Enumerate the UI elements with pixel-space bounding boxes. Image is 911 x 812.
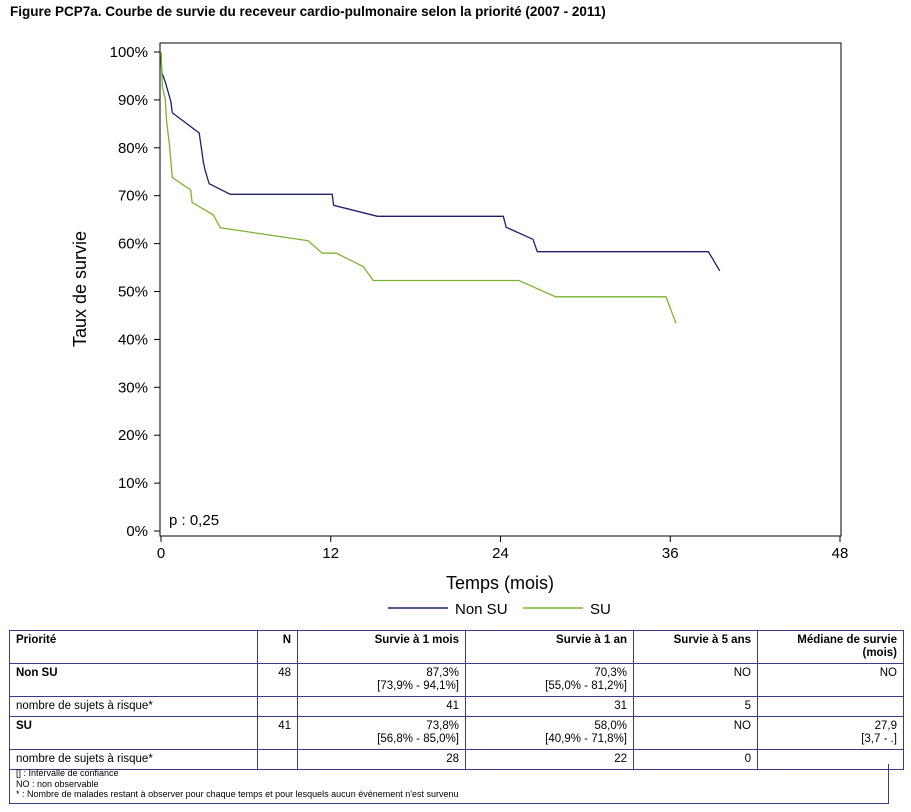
survival-1-year: 70,3% [55,0% - 81,2%]	[465, 663, 634, 697]
risk-5-years: 5	[633, 696, 758, 717]
survival-1-month: 87,3% [73,9% - 94,1%]	[297, 663, 466, 697]
group-name: Non SU	[9, 663, 258, 697]
y-tick-label: 20%	[118, 427, 148, 444]
footnote-ci: [] : Intervalle de confiance	[16, 768, 119, 778]
table-row: SU 41 73,8% [56,8% - 85,0%] 58,0% [40,9% - 71…	[9, 716, 904, 750]
y-tick-label: 0%	[126, 523, 148, 540]
series-line-su	[160, 51, 677, 324]
survival-chart: 0% 10% 20% 30% 40% 50% 60% 70% 80% 90% 100% 0 12 24 3…	[70, 42, 849, 618]
y-tick-label: 80%	[118, 140, 148, 157]
x-axis: 0 12 24 36 48	[157, 536, 849, 562]
legend: Non SU SU	[388, 601, 611, 618]
y-tick-label: 30%	[118, 379, 148, 396]
survival-1-month: 73,8% [56,8% - 85,0%]	[297, 716, 466, 750]
risk-1-year: 31	[465, 696, 634, 717]
survival-table: Priorité N Survie à 1 mois Survie à 1 an…	[9, 630, 904, 770]
table-row: nombre de sujets à risque* 28 22 0	[9, 749, 904, 770]
header-survie-1-mois: Survie à 1 mois	[297, 630, 466, 664]
y-tick-label: 90%	[118, 92, 148, 109]
x-tick-label: 0	[157, 545, 165, 562]
x-tick-label: 12	[322, 545, 339, 562]
y-tick-label: 70%	[118, 188, 148, 205]
group-name: SU	[9, 716, 258, 750]
header-mediane: Médiane de survie (mois)	[757, 630, 904, 664]
table-body: Non SU 48 87,3% [73,9% - 94,1%] 70,3% [55,0% …	[9, 663, 904, 770]
y-axis-title: Taux de survie	[70, 231, 90, 347]
x-tick-label: 24	[492, 545, 509, 562]
x-tick-label: 36	[662, 545, 679, 562]
series-layer	[160, 51, 721, 324]
risk-empty	[257, 696, 298, 717]
group-n: 41	[257, 716, 298, 750]
median-survival: 27,9 [3,7 - .]	[757, 716, 904, 750]
risk-1-month: 28	[297, 749, 466, 770]
y-tick-label: 100%	[110, 44, 148, 61]
risk-empty	[757, 749, 904, 770]
table-row: nombre de sujets à risque* 41 31 5	[9, 696, 904, 717]
series-line-non-su	[160, 51, 721, 272]
y-tick-label: 50%	[118, 284, 148, 301]
survival-5-years: NO	[633, 663, 758, 697]
x-axis-title: Temps (mois)	[446, 573, 554, 593]
legend-label: Non SU	[455, 601, 508, 618]
x-tick-label: 48	[832, 545, 849, 562]
y-tick-label: 60%	[118, 236, 148, 253]
risk-5-years: 0	[633, 749, 758, 770]
header-survie-5-ans: Survie à 5 ans	[633, 630, 758, 664]
y-axis: 0% 10% 20% 30% 40% 50% 60% 70% 80% 90% 100%	[110, 44, 160, 540]
survival-5-years: NO	[633, 716, 758, 750]
footnote-no: NO : non observable	[16, 778, 99, 789]
table-row: Non SU 48 87,3% [73,9% - 94,1%] 70,3% [55,0% …	[9, 663, 904, 697]
y-tick-label: 40%	[118, 331, 148, 348]
footnote-risk: * : Nombre de malades restant à observer…	[16, 789, 459, 799]
header-survie-1-an: Survie à 1 an	[465, 630, 634, 664]
group-n: 48	[257, 663, 298, 697]
legend-label: SU	[590, 601, 611, 618]
risk-empty	[757, 696, 904, 717]
risk-label: nombre de sujets à risque*	[9, 749, 258, 770]
survival-1-year: 58,0% [40,9% - 71,8%]	[465, 716, 634, 750]
table-header-row: Priorité N Survie à 1 mois Survie à 1 an…	[9, 630, 904, 664]
footnotes: [] : Intervalle de confiance NO : non ob…	[9, 764, 889, 804]
header-n: N	[257, 630, 298, 664]
risk-label: nombre de sujets à risque*	[9, 696, 258, 717]
risk-1-month: 41	[297, 696, 466, 717]
plot-frame	[159, 42, 842, 537]
header-priorite: Priorité	[9, 630, 258, 664]
y-tick-label: 10%	[118, 475, 148, 492]
figure-title: Figure PCP7a. Courbe de survie du receve…	[10, 4, 606, 19]
p-value-annotation: p : 0,25	[169, 512, 219, 529]
median-survival: NO	[757, 663, 904, 697]
